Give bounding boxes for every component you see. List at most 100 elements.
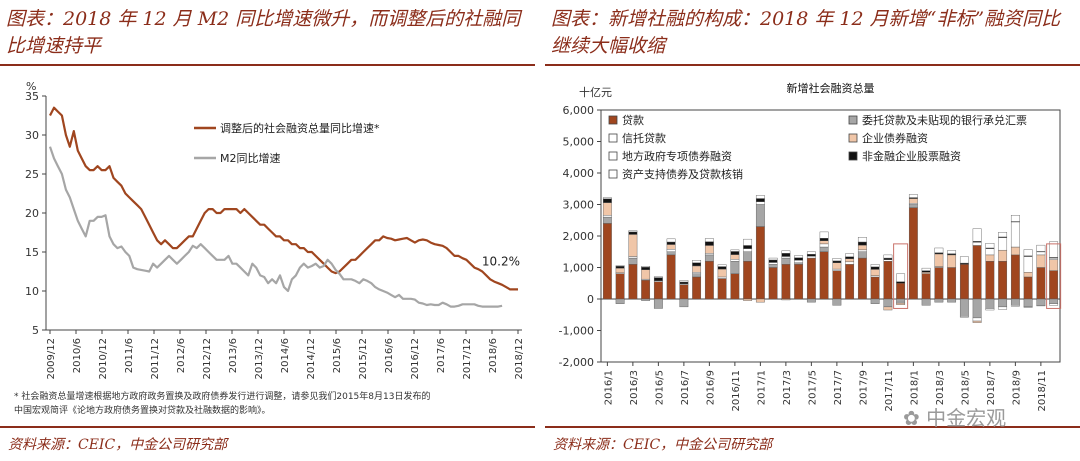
bar-segment — [704, 254, 714, 262]
legend-swatch — [608, 133, 618, 143]
bar-segment — [921, 267, 931, 271]
x-tick-label: 2013/12 — [254, 338, 265, 380]
bar-segment — [794, 255, 804, 258]
bar-segment — [730, 251, 740, 255]
legend-swatch — [608, 151, 618, 161]
bar-segment — [857, 237, 867, 243]
bar-segment — [704, 241, 714, 246]
bar-segment — [1036, 244, 1046, 252]
bar-segment — [692, 265, 702, 273]
bar-segment — [1023, 249, 1033, 257]
bar-segment — [819, 240, 829, 245]
x-tick-label: 2011/6 — [124, 338, 135, 373]
left-chart-title: 图表：2018 年 12 月 M2 同比增速微升，而调整后的社融同比增速持平 — [6, 8, 521, 57]
bar-segment — [819, 246, 829, 252]
bar-segment — [1023, 256, 1033, 273]
bar-segment — [972, 320, 982, 323]
bar-segment — [896, 281, 906, 284]
bar-segment — [896, 302, 906, 305]
bar-segment — [832, 268, 842, 271]
bar-segment — [602, 215, 612, 218]
x-tick-label: 2018/7 — [986, 370, 997, 405]
highlight-box — [1046, 243, 1062, 309]
y-tick-label: -2,000 — [559, 356, 594, 369]
x-tick-label: 2018/11 — [1037, 370, 1048, 412]
x-tick-label: 2012/12 — [202, 338, 213, 380]
left-source-rule — [0, 426, 535, 428]
bar-segment — [959, 298, 969, 317]
bar-segment — [628, 231, 638, 235]
x-tick-label: 2017/12 — [462, 338, 473, 380]
bar-segment — [781, 298, 791, 301]
x-tick-label: 2018/9 — [1011, 370, 1022, 405]
x-tick-label: 2010/12 — [98, 338, 109, 380]
bar-segment — [1023, 272, 1033, 278]
bar-segment — [806, 251, 816, 255]
bar-segment — [602, 198, 612, 203]
bar-segment — [883, 257, 893, 260]
left-footnote-line2: 中国宏观简评《论地方政府债务置换对贷款及社融数据的影响》。 — [14, 406, 271, 416]
bar-segment — [641, 266, 651, 268]
bar-segment — [985, 260, 995, 300]
bar-segment — [806, 257, 816, 300]
legend-label: 企业债券融资 — [862, 131, 928, 145]
bar-segment — [832, 260, 842, 263]
y-tick-label: 3,000 — [563, 199, 595, 212]
bar-segment — [947, 298, 957, 303]
tsf-end-annotation: 10.2% — [482, 254, 520, 268]
legend-label: 委托贷款及未贴现的银行承兑汇票 — [862, 113, 1027, 127]
bar-segment — [1010, 221, 1020, 248]
bar-segment — [653, 298, 663, 309]
y-tick-label: 2,000 — [563, 230, 595, 243]
bar-segment — [768, 267, 778, 300]
x-tick-label: 2014/12 — [306, 338, 317, 380]
bar-segment — [755, 198, 765, 202]
bar-segment — [1023, 298, 1033, 308]
y-tick-label: 10 — [25, 285, 39, 298]
bar-segment — [857, 251, 867, 259]
bar-segment — [679, 298, 689, 308]
bar-segment — [704, 238, 714, 242]
bar-segment — [1010, 215, 1020, 222]
bar-segment — [615, 273, 625, 300]
bar-segment — [730, 259, 740, 262]
bar-segment — [755, 226, 765, 300]
bar-segment — [972, 228, 982, 242]
bar-segment — [717, 266, 727, 270]
bar-segment — [615, 265, 625, 267]
x-tick-label: 2011/12 — [150, 338, 161, 380]
bar-segment — [819, 231, 829, 239]
x-tick-label: 2017/3 — [782, 370, 793, 405]
legend-label: 贷款 — [622, 113, 644, 127]
y-tick-label: 0 — [587, 293, 594, 306]
bar-segment — [806, 255, 816, 259]
bar-segment — [947, 254, 957, 268]
bar-segment — [692, 260, 702, 263]
y-axis-unit: % — [26, 80, 36, 93]
bar-segment — [870, 266, 880, 270]
bar-segment — [704, 253, 714, 256]
bar-segment — [908, 207, 918, 300]
bar-segment — [934, 267, 944, 300]
bar-segment — [1049, 241, 1059, 258]
bar-segment — [781, 264, 791, 300]
y-tick-label: 35 — [25, 90, 39, 103]
x-tick-label: 2016/12 — [410, 338, 421, 380]
bar-segment — [870, 269, 880, 276]
x-tick-label: 2017/9 — [858, 370, 869, 405]
bar-segment — [908, 198, 918, 204]
left-panel: 图表：2018 年 12 月 M2 同比增速微升，而调整后的社融同比增速持平 %… — [0, 0, 535, 461]
y-tick-label: 25 — [25, 168, 39, 181]
bar-segment — [921, 270, 931, 273]
wechat-icon: ✿ — [903, 406, 920, 430]
legend-swatch — [848, 115, 858, 125]
bar-segment — [781, 253, 791, 257]
bar-segment — [870, 276, 880, 300]
x-tick-label: 2017/1 — [756, 370, 767, 405]
bar-segment — [998, 260, 1008, 300]
bar-segment — [896, 283, 906, 300]
bar-segment — [921, 272, 931, 275]
bar-segment — [1010, 298, 1020, 306]
bar-segment — [730, 254, 740, 260]
bar-segment — [653, 276, 663, 278]
